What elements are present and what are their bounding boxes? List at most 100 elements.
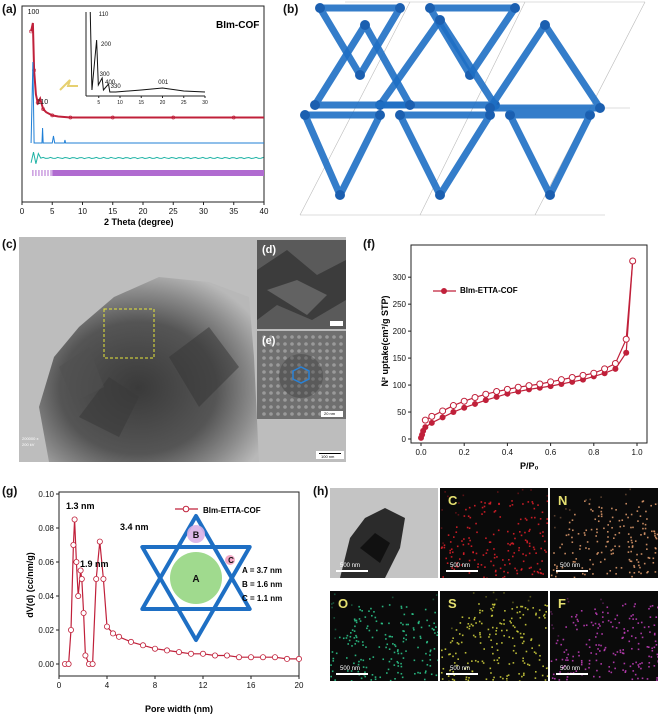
lattice-dot bbox=[262, 342, 266, 346]
map-pixel bbox=[576, 618, 579, 621]
map-pixel bbox=[403, 613, 406, 616]
map-pixel bbox=[655, 616, 658, 618]
map-pixel bbox=[444, 491, 446, 493]
map-pixel bbox=[435, 674, 438, 677]
adsorption-point bbox=[472, 400, 478, 407]
map-pixel bbox=[429, 659, 432, 661]
map-letter-n: N bbox=[558, 493, 568, 508]
pore-point bbox=[139, 642, 146, 649]
framework-edge bbox=[376, 16, 499, 109]
map-pixel bbox=[478, 603, 480, 605]
map-pixel bbox=[571, 552, 574, 554]
map-pixel bbox=[577, 651, 580, 653]
map-pixel bbox=[632, 526, 634, 529]
lattice-dot bbox=[290, 412, 294, 416]
map-pixel bbox=[523, 633, 525, 635]
map-pixel bbox=[520, 568, 523, 570]
map-pixel bbox=[583, 532, 586, 534]
xrd-xtick-label: 0 bbox=[20, 207, 25, 216]
map-pixel bbox=[485, 596, 487, 598]
map-pixel bbox=[360, 658, 362, 661]
lattice-dot bbox=[325, 384, 329, 388]
map-pixel bbox=[461, 540, 463, 542]
map-pixel bbox=[521, 488, 524, 491]
lattice-dot bbox=[325, 356, 329, 360]
map-pixel bbox=[510, 621, 512, 624]
map-pixel bbox=[656, 653, 658, 656]
map-pixel bbox=[643, 626, 646, 629]
desorption-point bbox=[557, 376, 565, 384]
map-pixel bbox=[650, 504, 652, 507]
map-pixel bbox=[514, 567, 516, 570]
map-pixel bbox=[426, 663, 429, 666]
map-pixel bbox=[467, 515, 470, 518]
map-pixel bbox=[622, 669, 624, 671]
map-pixel bbox=[435, 594, 438, 596]
map-pixel bbox=[616, 651, 619, 653]
map-pixel bbox=[434, 632, 436, 634]
map-pixel bbox=[489, 541, 492, 543]
lattice-dot bbox=[325, 405, 329, 409]
map-pixel bbox=[525, 650, 528, 653]
map-pixel bbox=[546, 605, 548, 607]
map-pixel bbox=[532, 546, 535, 549]
lattice-dot bbox=[262, 370, 266, 374]
map-pixel bbox=[563, 665, 566, 667]
map-pixel bbox=[635, 661, 637, 664]
map-pixel bbox=[538, 644, 541, 647]
map-pixel bbox=[637, 664, 640, 666]
map-pixel bbox=[530, 516, 533, 519]
lattice-dot bbox=[276, 391, 280, 395]
map-pixel bbox=[600, 496, 602, 498]
map-pixel bbox=[524, 607, 527, 609]
map-scale-text-c: 500 nm bbox=[450, 563, 471, 569]
inset-xtick-label: 15 bbox=[138, 100, 144, 106]
map-pixel bbox=[625, 493, 627, 496]
map-pixel bbox=[483, 576, 485, 578]
map-pixel bbox=[640, 632, 642, 635]
map-pixel bbox=[630, 526, 632, 529]
map-pixel bbox=[429, 650, 432, 653]
map-pixel bbox=[387, 668, 390, 671]
desorption-point bbox=[622, 335, 630, 343]
map-pixel bbox=[389, 679, 392, 681]
framework-node bbox=[485, 103, 495, 113]
map-pixel bbox=[354, 643, 357, 645]
map-pixel bbox=[648, 655, 650, 658]
map-pixel bbox=[606, 541, 609, 543]
map-pixel bbox=[628, 617, 631, 620]
map-pixel bbox=[651, 649, 654, 652]
map-pixel bbox=[443, 546, 446, 549]
map-pixel bbox=[589, 498, 591, 501]
map-pixel bbox=[652, 557, 655, 560]
pore-b-label: B bbox=[193, 530, 200, 540]
map-pixel bbox=[638, 571, 640, 573]
map-pixel bbox=[393, 643, 396, 646]
map-pixel bbox=[385, 638, 387, 640]
map-scale-n bbox=[556, 570, 588, 572]
fft-inset-e: (e) 20 nm bbox=[257, 331, 346, 419]
map-pixel bbox=[634, 673, 637, 676]
map-pixel bbox=[390, 658, 393, 660]
map-pixel bbox=[456, 664, 458, 667]
map-pixel bbox=[618, 621, 621, 624]
map-pixel bbox=[540, 547, 542, 550]
map-pixel bbox=[599, 561, 602, 563]
lattice-dot bbox=[283, 398, 287, 402]
map-pixel bbox=[405, 638, 407, 641]
lattice-dot bbox=[290, 335, 294, 339]
map-pixel bbox=[512, 649, 515, 652]
map-pixel bbox=[631, 546, 634, 548]
map-pixel bbox=[601, 616, 604, 618]
map-pixel bbox=[519, 611, 521, 613]
lattice-dot bbox=[311, 377, 315, 381]
map-pixel bbox=[611, 526, 613, 529]
map-pixel bbox=[539, 532, 542, 535]
map-pixel bbox=[592, 573, 594, 575]
lattice-dot bbox=[297, 342, 301, 346]
desorption-point bbox=[503, 385, 511, 393]
pore-point bbox=[96, 538, 103, 545]
map-pixel bbox=[533, 507, 536, 510]
pore-point bbox=[80, 610, 87, 617]
xrd-exp-point bbox=[68, 115, 73, 120]
